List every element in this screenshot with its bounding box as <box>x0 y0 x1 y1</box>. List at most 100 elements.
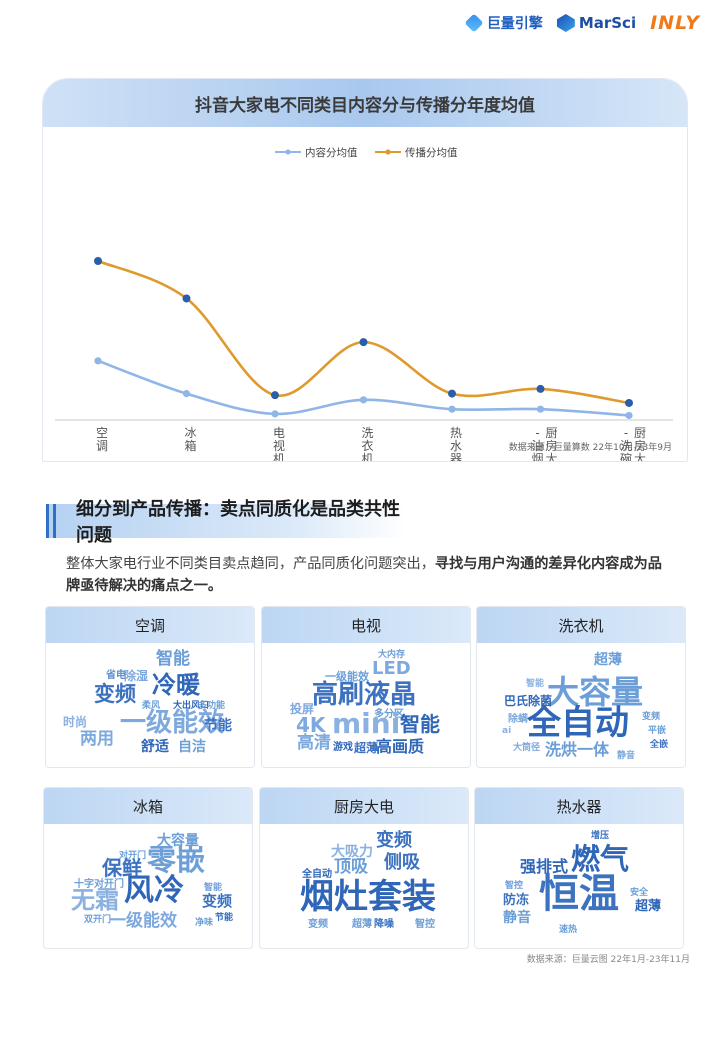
wordcloud-word: 舒适 <box>141 739 169 755</box>
category-label-5-1-2: 大 <box>545 452 557 461</box>
category-label-6-1-1: 房 <box>634 438 646 453</box>
wordcloud-word: 全自动 <box>302 869 332 880</box>
marsci-logo: MarSci <box>556 14 637 32</box>
section-description: 整体大家电行业不同类目卖点趋同，产品同质化问题突出，寻找与用户沟通的差异化内容成… <box>66 553 676 597</box>
wordcloud-word: 高刷液晶 <box>312 680 417 710</box>
wordcloud-word: 一级能效 <box>109 911 177 931</box>
wordcloud: 增压 燃气 强排式 智控 恒温 安全 防冻 超薄 静音 速热 <box>475 824 683 948</box>
wordcloud-card-title: 冰箱 <box>44 788 252 824</box>
wordcloud-word: 高画质 <box>376 737 425 756</box>
category-label-2-0-0: 电 <box>273 426 285 440</box>
wordcloud-word: 多功能 <box>198 701 226 711</box>
wordcloud-word: 恒温 <box>539 871 619 917</box>
wordcloud-word: 两用 <box>80 729 114 749</box>
section-title: 细分到产品传播：卖点同质化是品类共性问题 <box>76 499 400 546</box>
wordcloud-word: 柔风 <box>142 701 161 711</box>
series-line-0 <box>97 359 630 417</box>
legend-label-1: 传播分均值 <box>405 146 458 159</box>
wordcloud-word: 智控 <box>505 881 524 891</box>
wordcloud-word: 静音 <box>617 751 636 761</box>
wordcloud-card: 厨房大电 变频 大吸力 顶吸 侧吸 全自动 烟灶套装 变频 超薄 降噪 智控 <box>259 787 469 949</box>
wordcloud-word: 冷暖 <box>152 671 200 699</box>
category-label-6-0-2: 碗 <box>620 451 632 461</box>
wordcloud-word: 超薄 <box>354 741 379 755</box>
wordcloud-word: 节能 <box>204 718 232 734</box>
wordcloud-word: 全嵌 <box>650 740 669 750</box>
wordcloud: 智能 省电 除湿 冷暖 变频 柔风 大出风口 多功能 时尚 一级能效 节能 两用 舒适 自洁 <box>46 643 254 767</box>
wordcloud-word: 智能 <box>400 712 440 736</box>
cloud-source: 数据来源：巨量云图 22年1月-23年11月 <box>526 955 690 965</box>
wordcloud-word: 智能 <box>156 649 190 669</box>
wordcloud-word: 平嵌 <box>648 726 667 736</box>
wordcloud-word: 多分区 <box>374 709 404 720</box>
legend-marker-0 <box>285 149 291 155</box>
wordcloud-word: 大内存 <box>378 650 406 660</box>
wordcloud: 大内存 LED 一级能效 高刷液晶 投屏 4K 多分区 mini 智能 高清 游戏 超薄 高画质 <box>262 643 470 767</box>
wordcloud-word: 防冻 <box>503 893 530 908</box>
category-label-6-0-1: 洗 <box>620 439 632 453</box>
wordcloud-card-title: 电视 <box>262 607 470 643</box>
wordcloud-word: 智控 <box>415 919 435 930</box>
wordcloud: 变频 大吸力 顶吸 侧吸 全自动 烟灶套装 变频 超薄 降噪 智控 <box>260 824 468 948</box>
category-label-6-1-0: 厨 <box>634 426 646 440</box>
category-label-3-0-1: 衣 <box>361 438 373 453</box>
data-point-1-6 <box>625 398 633 407</box>
data-point-1-1 <box>182 294 191 303</box>
category-label-4-0-2: 器 <box>450 452 462 461</box>
wordcloud-word: 增压 <box>591 831 610 841</box>
category-label-0-0-1: 调 <box>96 439 108 453</box>
wordcloud-card-title: 厨房大电 <box>260 788 468 824</box>
wordcloud-word: 智能 <box>204 883 223 893</box>
wordcloud-word: 保鲜 <box>102 856 142 880</box>
wordcloud-card: 洗衣机 超薄 智能 大容量 巴氏除菌 除螨 变频 ai 全自动 平嵌 全嵌 大筒径 洗烘一体 静音 <box>476 606 686 768</box>
wordcloud-word: 洗烘一体 <box>545 740 610 759</box>
wordcloud-word: 强排式 <box>520 857 569 876</box>
wordcloud-word: 智能 <box>526 679 545 689</box>
data-point-0-4 <box>448 405 456 413</box>
wordcloud-word: 自洁 <box>178 739 206 755</box>
category-label-5-0-1: 油 <box>531 439 543 453</box>
chart-source: 数据来源：巨量算数 22年10月-23年9月 <box>508 443 672 453</box>
wordcloud-word: 时尚 <box>63 715 88 729</box>
wordcloud-word: 大容量 <box>157 833 199 849</box>
wordcloud-word: 变频 <box>94 682 136 706</box>
wordcloud-word: 变频 <box>376 830 412 851</box>
data-point-1-4 <box>448 389 456 398</box>
wordcloud-word: 对开门 <box>119 851 147 861</box>
wordcloud-word: 降噪 <box>374 919 394 930</box>
data-point-1-5 <box>536 384 545 393</box>
category-label-6-0-0: - <box>624 426 628 440</box>
wordcloud-word: 除湿 <box>124 669 149 683</box>
data-point-1-0 <box>94 257 102 265</box>
wordcloud: 超薄 智能 大容量 巴氏除菌 除螨 变频 ai 全自动 平嵌 全嵌 大筒径 洗烘一体 静音 <box>477 643 685 767</box>
chart-card: 抖音大家电不同类目内容分与传播分年度均值 内容分均值 传播分均值空调冰箱电视机洗衣… <box>42 78 688 462</box>
wordcloud-word: 超薄 <box>635 899 662 914</box>
wordcloud-word: 双开门 <box>84 915 112 925</box>
wordcloud-word: 燃气 <box>571 842 630 876</box>
marsci-logo-text: MarSci <box>578 14 637 32</box>
wordcloud-word: 大出风口 <box>173 701 210 711</box>
category-label-2-0-1: 视 <box>273 438 285 453</box>
wordcloud-word: 烟灶套装 <box>300 877 436 917</box>
category-label-2-0-2: 机 <box>273 452 285 461</box>
category-label-4-0-1: 水 <box>450 439 462 453</box>
brand-logos: 巨量引擎 MarSci INLY <box>464 12 700 34</box>
category-label-1-0-1: 箱 <box>184 438 196 453</box>
wordcloud-word: 侧吸 <box>384 852 420 873</box>
data-point-1-2 <box>271 391 279 400</box>
wordcloud-word: 全自动 <box>527 703 629 743</box>
section-bars-icon <box>46 504 64 538</box>
juliang-logo-text: 巨量引擎 <box>486 16 543 32</box>
juliang-logo: 巨量引擎 <box>464 13 543 33</box>
wordcloud-word: 投屏 <box>290 702 315 716</box>
wordcloud-card: 空调 智能 省电 除湿 冷暖 变频 柔风 大出风口 多功能 时尚 一级能效 节能 两用 舒适 自洁 <box>45 606 255 768</box>
wordcloud-word: 变频 <box>308 919 328 930</box>
data-point-0-6 <box>625 411 633 420</box>
data-point-0-0 <box>94 357 102 365</box>
wordcloud-word: 无霜 <box>71 886 119 914</box>
wordcloud-card: 冰箱 大容量 对开门 保鲜 零嵌 十字对开门 风冷 智能 无霜 变频 双开门 一级能效 净味 节能 <box>43 787 253 949</box>
chart-title: 抖音大家电不同类目内容分与传播分年度均值 <box>43 79 687 127</box>
marsci-mark-icon <box>556 14 575 32</box>
category-label-0-0-0: 空 <box>96 426 108 440</box>
data-point-0-2 <box>271 410 279 418</box>
